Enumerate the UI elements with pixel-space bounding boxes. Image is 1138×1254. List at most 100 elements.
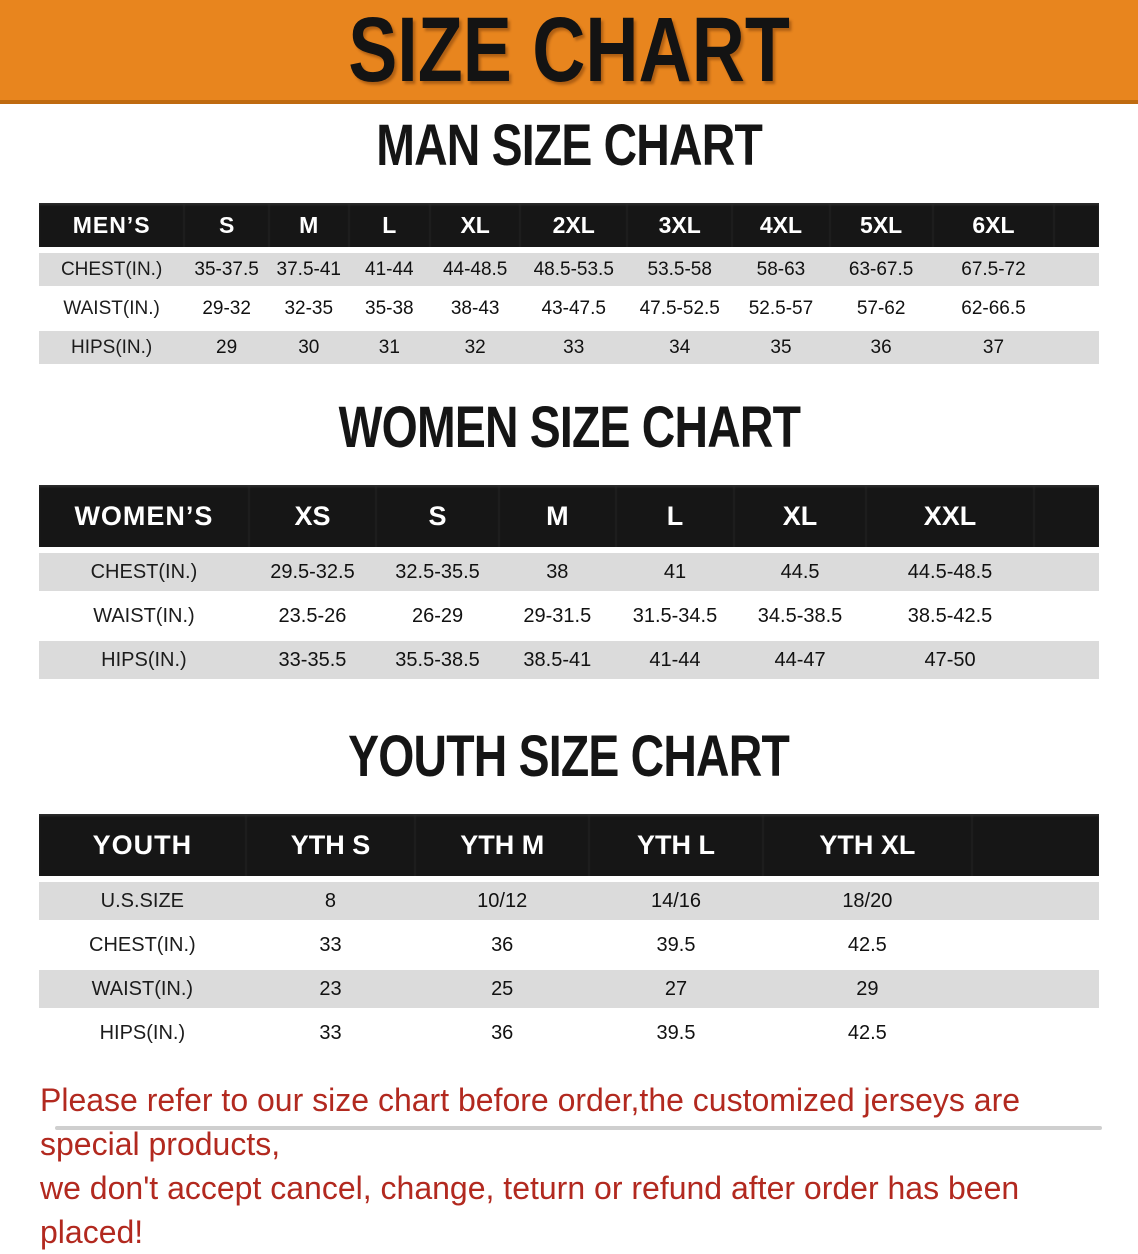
- size-value: 27: [589, 970, 763, 1008]
- row-label: CHEST(IN.): [39, 553, 249, 591]
- size-value: 30: [269, 331, 349, 364]
- size-value: 35-38: [365, 297, 414, 319]
- size-value: 47.5-52.5: [639, 297, 720, 319]
- filler-cell: [1054, 203, 1099, 247]
- women-size-header: XXL: [865, 485, 1035, 547]
- size-value: 38.5-41: [499, 641, 616, 679]
- youth-size-header: YTH S: [245, 814, 416, 876]
- filler-cell: [1054, 292, 1099, 325]
- youth-size-header: YTH M: [415, 814, 590, 876]
- size-value: 57-62: [856, 297, 906, 319]
- men-header-row: MEN’S S M L XL 2XL 3XL 4XL 5XL 6XL: [39, 203, 1099, 247]
- filler-cell: [1054, 331, 1099, 364]
- men-size-header: 4XL: [732, 203, 830, 247]
- size-value: 31: [348, 331, 431, 364]
- youth-chest-row: CHEST(IN.) 33 36 39.5 42.5: [39, 926, 1099, 964]
- row-label: CHEST(IN.): [39, 253, 185, 286]
- women-size-header: M: [499, 485, 616, 547]
- man-section-title: MAN SIZE CHART: [376, 113, 763, 178]
- row-label: WAIST(IN.): [39, 970, 246, 1008]
- youth-size-header: YTH L: [589, 814, 763, 876]
- men-size-header: 2XL: [520, 203, 628, 247]
- bottom-edge-strip: [55, 1126, 1102, 1130]
- women-size-header: XL: [734, 485, 866, 547]
- filler-cell: [1034, 641, 1099, 679]
- women-size-header: XS: [248, 485, 377, 547]
- men-waist-row: WAIST(IN.) 29-32 32-35 35-38 38-43 43-47…: [39, 292, 1099, 325]
- size-value: 8: [245, 882, 416, 920]
- size-value: 38: [499, 553, 616, 591]
- size-value: 10/12: [415, 882, 590, 920]
- size-value: 37.5-41: [269, 253, 349, 286]
- men-size-header: 3XL: [627, 203, 733, 247]
- row-label: CHEST(IN.): [89, 933, 196, 956]
- size-value: 36: [829, 331, 933, 364]
- men-chest-row: CHEST(IN.) 35-37.5 37.5-41 41-44 44-48.5…: [39, 253, 1099, 286]
- size-value: 43-47.5: [541, 297, 606, 319]
- size-value: 37: [932, 331, 1055, 364]
- filler-cell: [971, 814, 1099, 876]
- row-label: HIPS(IN.): [39, 331, 185, 364]
- size-value: 31.5-34.5: [632, 604, 718, 627]
- size-value: 39.5: [656, 1021, 696, 1044]
- men-size-header: L: [348, 203, 431, 247]
- size-value: 23.5-26: [278, 604, 347, 627]
- size-value: 48.5-53.5: [520, 253, 628, 286]
- youth-size-table: YOUTH YTH S YTH M YTH L YTH XL U.S.SIZE …: [39, 808, 1099, 1058]
- size-value: 14/16: [589, 882, 763, 920]
- youth-ussize-row: U.S.SIZE 8 10/12 14/16 18/20: [39, 882, 1099, 920]
- size-value: 32.5-35.5: [376, 553, 500, 591]
- women-hips-row: HIPS(IN.) 33-35.5 35.5-38.5 38.5-41 41-4…: [39, 641, 1099, 679]
- filler-cell: [972, 926, 1099, 964]
- men-size-table: MEN’S S M L XL 2XL 3XL 4XL 5XL 6XL CHEST…: [39, 197, 1099, 370]
- size-value: 38.5-42.5: [907, 604, 993, 627]
- filler-cell: [1034, 553, 1099, 591]
- youth-corner-label: YOUTH: [39, 814, 246, 876]
- row-label: WAIST(IN.): [63, 297, 160, 319]
- row-label: HIPS(IN.): [39, 641, 249, 679]
- men-size-header: XL: [430, 203, 521, 247]
- women-section-heading: WOMEN SIZE CHART: [0, 395, 1138, 469]
- youth-waist-row: WAIST(IN.) 23 25 27 29: [39, 970, 1099, 1008]
- size-value: 62-66.5: [961, 297, 1026, 319]
- size-value: 34.5-38.5: [757, 604, 843, 627]
- size-value: 23: [245, 970, 416, 1008]
- youth-section-title: YOUTH SIZE CHART: [348, 724, 791, 789]
- disclaimer-text: Please refer to our size chart before or…: [40, 1078, 1110, 1254]
- men-size-header: M: [269, 203, 349, 247]
- size-value: 47-50: [865, 641, 1035, 679]
- men-corner-label: MEN’S: [39, 203, 185, 247]
- size-value: 44.5: [734, 553, 866, 591]
- women-section-title: WOMEN SIZE CHART: [338, 395, 800, 460]
- size-value: 52.5-57: [748, 297, 814, 319]
- size-value: 25: [415, 970, 590, 1008]
- size-value: 41-44: [615, 641, 735, 679]
- size-value: 63-67.5: [829, 253, 933, 286]
- size-value: 18/20: [762, 882, 972, 920]
- size-value: 42.5: [847, 933, 887, 956]
- size-value: 41: [615, 553, 735, 591]
- youth-size-header: YTH XL: [762, 814, 972, 876]
- size-value: 53.5-58: [627, 253, 733, 286]
- disclaimer-line-1: Please refer to our size chart before or…: [40, 1082, 1021, 1162]
- women-corner-label: WOMEN’S: [39, 485, 249, 547]
- size-value: 36: [491, 933, 514, 956]
- size-value: 32: [430, 331, 521, 364]
- size-value: 35.5-38.5: [376, 641, 500, 679]
- size-value: 44-47: [734, 641, 866, 679]
- size-value: 33-35.5: [248, 641, 377, 679]
- size-value: 32-35: [284, 297, 334, 319]
- women-size-header: L: [615, 485, 735, 547]
- youth-hips-row: HIPS(IN.) 33 36 39.5 42.5: [39, 1014, 1099, 1052]
- women-waist-row: WAIST(IN.) 23.5-26 26-29 29-31.5 31.5-34…: [39, 597, 1099, 635]
- size-value: 29-31.5: [523, 604, 592, 627]
- filler-cell: [972, 1014, 1099, 1052]
- women-size-table: WOMEN’S XS S M L XL XXL CHEST(IN.) 29.5-…: [39, 479, 1099, 685]
- size-value: 33: [520, 331, 628, 364]
- size-value: 42.5: [847, 1021, 887, 1044]
- banner-title: SIZE CHART: [348, 0, 790, 101]
- men-size-header: S: [184, 203, 270, 247]
- women-chest-row: CHEST(IN.) 29.5-32.5 32.5-35.5 38 41 44.…: [39, 553, 1099, 591]
- size-value: 33: [319, 1021, 342, 1044]
- filler-cell: [1034, 597, 1099, 635]
